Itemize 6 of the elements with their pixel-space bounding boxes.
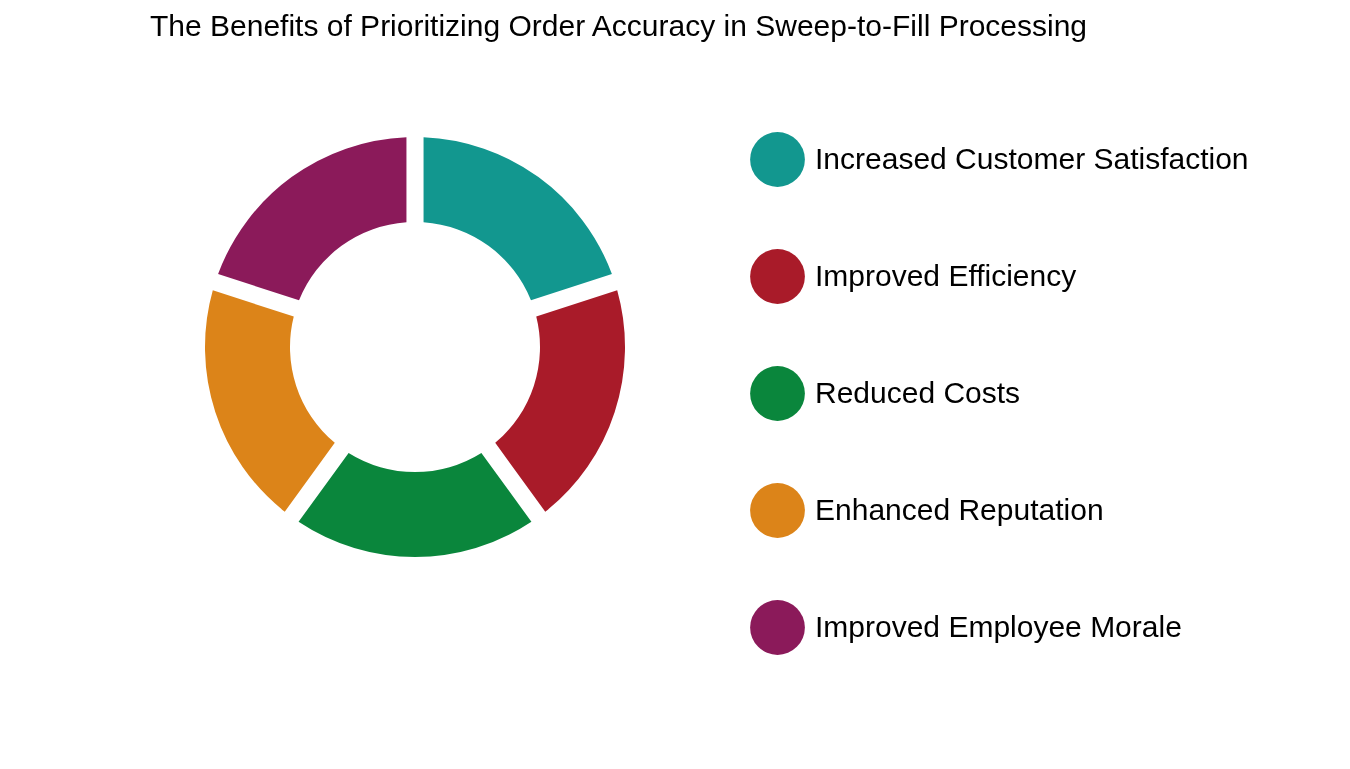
legend-label: Improved Employee Morale (815, 609, 1182, 643)
chart-title: The Benefits of Prioritizing Order Accuracy in Sweep-to-Fill Processing (150, 9, 1088, 42)
legend-label: Reduced Costs (815, 375, 1021, 409)
legend-label: Enhanced Reputation (815, 492, 1104, 526)
legend-label: Increased Customer Satisfaction (815, 141, 1249, 175)
legend-label: Improved Efficiency (815, 258, 1077, 292)
